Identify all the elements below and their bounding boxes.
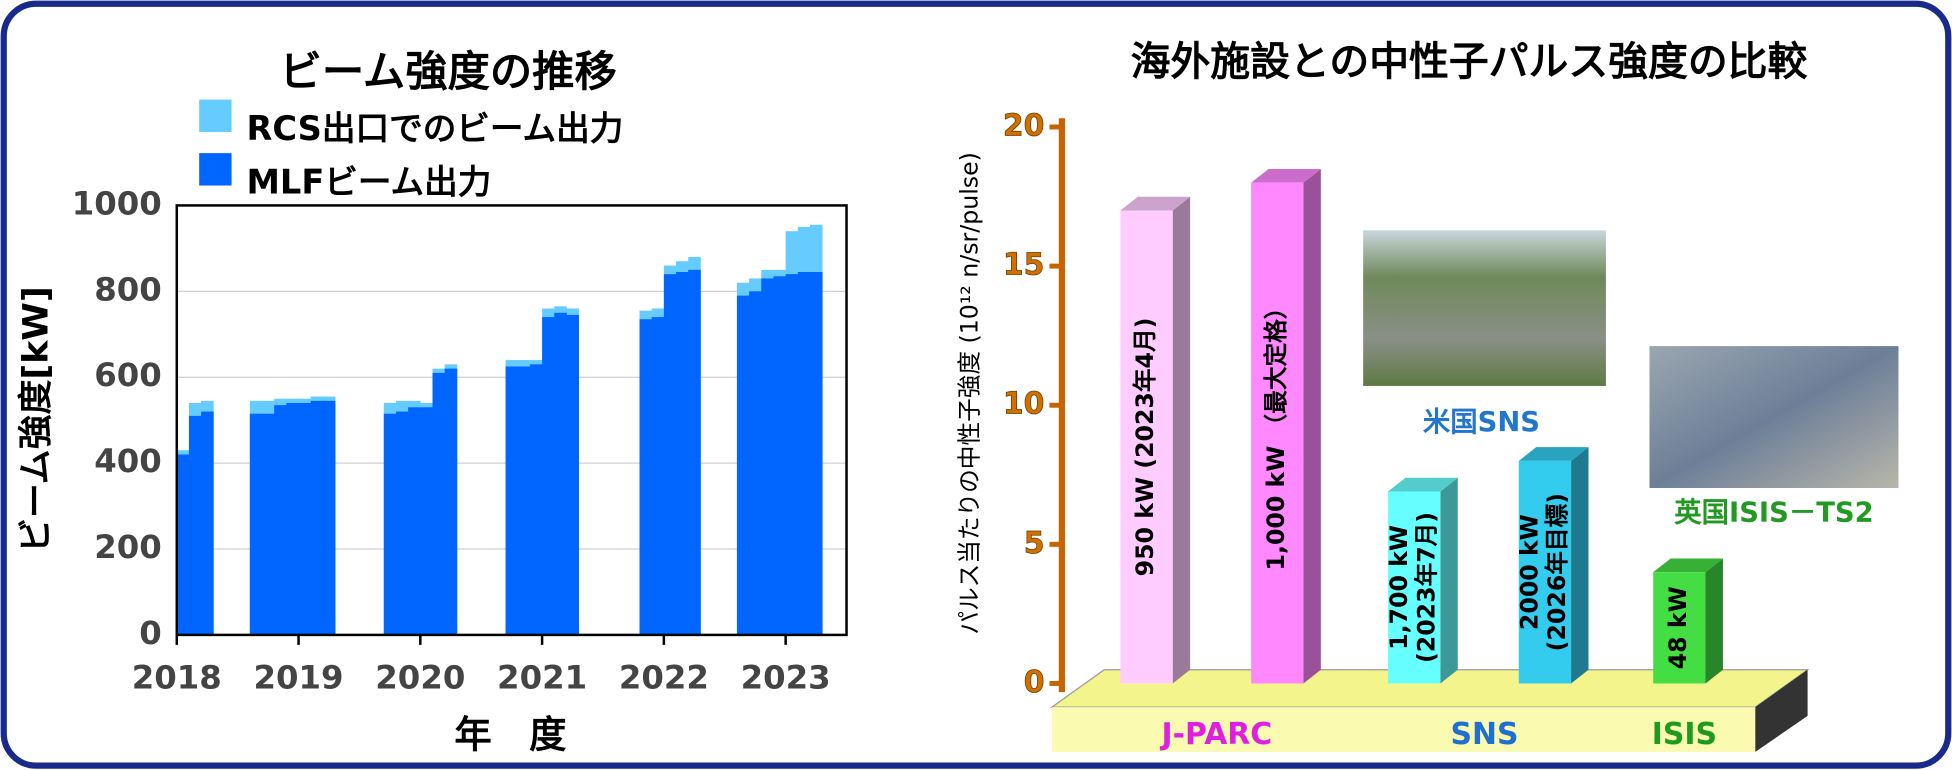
bar-top bbox=[1653, 558, 1723, 573]
bar bbox=[663, 274, 677, 635]
bar bbox=[688, 269, 701, 635]
bar bbox=[761, 278, 774, 635]
bar bbox=[676, 271, 689, 635]
legend-label: MLFビーム出力 bbox=[246, 163, 491, 202]
photo-isis bbox=[1649, 346, 1899, 489]
y-tick-label: 10 bbox=[1003, 387, 1045, 422]
platform-side bbox=[1755, 669, 1808, 752]
bar-label: 48 kW bbox=[1664, 586, 1692, 669]
x-tick-label: 2018 bbox=[132, 659, 222, 697]
bar bbox=[1518, 460, 1572, 684]
bar-side bbox=[1172, 196, 1191, 684]
y-tick-label: 1000 bbox=[72, 184, 162, 222]
bar-top bbox=[1251, 168, 1321, 183]
x-tick-label: 2019 bbox=[254, 659, 344, 697]
bar-label: (2026年目標) bbox=[1543, 493, 1571, 651]
bar-top bbox=[1388, 477, 1458, 492]
y-tick-label: 15 bbox=[1003, 248, 1045, 283]
bar bbox=[444, 368, 458, 635]
bar-side bbox=[1440, 477, 1458, 684]
bar bbox=[554, 312, 567, 635]
legend-swatch bbox=[199, 153, 232, 186]
bar bbox=[298, 402, 312, 635]
y-tick-label: 20 bbox=[1003, 108, 1045, 143]
x-tick-label: 2022 bbox=[619, 659, 709, 697]
bar-side bbox=[1571, 447, 1589, 684]
bar bbox=[542, 317, 555, 635]
bar-label: (2023年7月) bbox=[1412, 512, 1440, 663]
bar bbox=[566, 314, 580, 635]
y-tick-label: 0 bbox=[139, 614, 162, 652]
y-tick-label: 400 bbox=[94, 442, 162, 480]
bar bbox=[639, 319, 653, 635]
bar bbox=[529, 364, 543, 635]
x-tick-label: 2023 bbox=[741, 659, 831, 697]
bar bbox=[1251, 182, 1304, 684]
y-tick-label: 0 bbox=[1024, 665, 1045, 700]
bar bbox=[1120, 210, 1173, 684]
right-y-label: パルス当たりの中性子強度 (10¹² n/sr/pulse) bbox=[956, 152, 984, 635]
bar-top bbox=[1518, 447, 1589, 461]
bar bbox=[249, 413, 263, 635]
bar bbox=[749, 291, 762, 635]
legend-label: RCS出口でのビーム出力 bbox=[246, 109, 623, 148]
bar-label: 1,700 kW bbox=[1385, 525, 1413, 650]
bar bbox=[432, 372, 446, 635]
bar bbox=[408, 407, 421, 635]
left-x-label: 年 度 bbox=[454, 712, 567, 756]
bar bbox=[201, 411, 214, 635]
bar bbox=[1388, 491, 1441, 684]
left-y-label: ビーム強度[kW] bbox=[16, 286, 56, 553]
bar bbox=[809, 271, 823, 635]
y-tick-label: 600 bbox=[94, 356, 162, 394]
bar bbox=[1653, 572, 1706, 684]
photo-caption: 米国SNS bbox=[1423, 407, 1540, 438]
photo-caption: 英国ISIS－TS2 bbox=[1674, 498, 1873, 529]
y-tick-label: 5 bbox=[1024, 526, 1045, 561]
bar bbox=[797, 271, 811, 635]
bar bbox=[310, 400, 324, 635]
x-tick-label: 2020 bbox=[375, 659, 465, 697]
x-tick-label: 2021 bbox=[497, 659, 587, 697]
photo-sns bbox=[1363, 230, 1606, 386]
bar bbox=[505, 366, 519, 635]
bar bbox=[262, 413, 275, 635]
right-title: 海外施設との中性子パルス強度の比較 bbox=[1131, 39, 1808, 85]
bar bbox=[517, 366, 531, 635]
bar bbox=[651, 317, 665, 635]
bar-label: 950 kW (2023年4月) bbox=[1131, 318, 1159, 577]
bar-side bbox=[1303, 168, 1321, 684]
y-tick-label: 200 bbox=[94, 528, 162, 566]
bar bbox=[420, 407, 433, 635]
platform-front bbox=[1051, 707, 1756, 752]
bar bbox=[176, 454, 190, 635]
legend-swatch bbox=[199, 99, 232, 132]
bar bbox=[785, 274, 799, 635]
bar bbox=[736, 295, 750, 635]
bar bbox=[274, 405, 287, 635]
bar bbox=[322, 400, 336, 635]
bar bbox=[773, 276, 787, 635]
y-tick-label: 800 bbox=[94, 270, 162, 308]
group-label: SNS bbox=[1451, 717, 1519, 752]
bar bbox=[383, 413, 397, 635]
bar-label: 1,000 kW （最大定格） bbox=[1262, 296, 1290, 571]
bar bbox=[395, 411, 409, 635]
group-label: J-PARC bbox=[1160, 717, 1273, 752]
bar-side bbox=[1705, 558, 1723, 684]
group-label: ISIS bbox=[1652, 717, 1717, 752]
bar-label: 2000 kW bbox=[1516, 514, 1544, 630]
bar bbox=[188, 415, 202, 635]
left-title: ビーム強度の推移 bbox=[280, 47, 617, 96]
plot-frame bbox=[175, 204, 848, 637]
bar-top bbox=[1120, 196, 1191, 211]
bar bbox=[286, 402, 299, 635]
